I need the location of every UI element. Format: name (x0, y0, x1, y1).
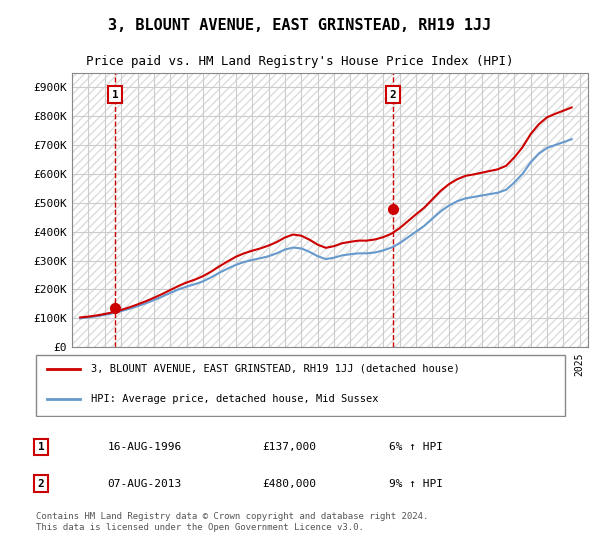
Text: 9% ↑ HPI: 9% ↑ HPI (389, 479, 443, 489)
Text: 6% ↑ HPI: 6% ↑ HPI (389, 442, 443, 452)
Text: 2: 2 (38, 479, 44, 489)
Text: 1: 1 (112, 90, 118, 100)
Text: 2: 2 (389, 90, 397, 100)
Text: 07-AUG-2013: 07-AUG-2013 (107, 479, 182, 489)
Text: £137,000: £137,000 (262, 442, 316, 452)
Text: 3, BLOUNT AVENUE, EAST GRINSTEAD, RH19 1JJ (detached house): 3, BLOUNT AVENUE, EAST GRINSTEAD, RH19 1… (91, 364, 460, 374)
Text: 16-AUG-1996: 16-AUG-1996 (107, 442, 182, 452)
Text: 1: 1 (38, 442, 44, 452)
FancyBboxPatch shape (35, 354, 565, 416)
Text: Contains HM Land Registry data © Crown copyright and database right 2024.
This d: Contains HM Land Registry data © Crown c… (35, 512, 428, 532)
Text: HPI: Average price, detached house, Mid Sussex: HPI: Average price, detached house, Mid … (91, 394, 378, 404)
Text: £480,000: £480,000 (262, 479, 316, 489)
Text: Price paid vs. HM Land Registry's House Price Index (HPI): Price paid vs. HM Land Registry's House … (86, 55, 514, 68)
Text: 3, BLOUNT AVENUE, EAST GRINSTEAD, RH19 1JJ: 3, BLOUNT AVENUE, EAST GRINSTEAD, RH19 1… (109, 18, 491, 33)
